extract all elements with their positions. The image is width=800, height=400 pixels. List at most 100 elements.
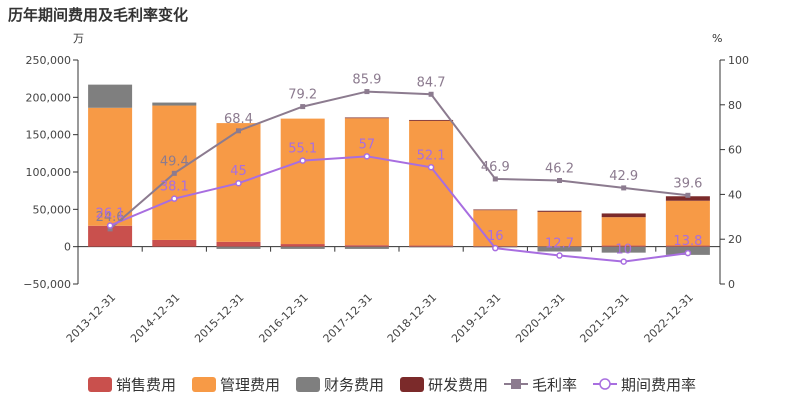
- data-label-series-1: 10: [615, 243, 632, 258]
- data-label-series-0: 39.6: [673, 176, 702, 191]
- data-label-series-0: 49.4: [160, 154, 189, 169]
- bar-segment-series-1: [537, 211, 582, 247]
- legend-swatch-bar-3: [400, 377, 424, 392]
- x-tick-label: 2022-12-31: [642, 291, 696, 345]
- bar-segment-series-3: [409, 119, 454, 121]
- bar-segment-series-1: [665, 200, 710, 246]
- x-tick-label: 2014-12-31: [128, 291, 182, 345]
- legend-label: 管理费用: [220, 376, 280, 394]
- right-tick-label: 20: [728, 233, 742, 246]
- bar-segment-series-1: [344, 118, 389, 246]
- data-label-series-0: 46.9: [481, 160, 510, 175]
- left-tick-label: 200,000: [26, 91, 72, 104]
- line-point-series-1: [171, 195, 178, 202]
- bar-segment-series-1: [88, 107, 133, 226]
- left-tick-label: 100,000: [26, 166, 72, 179]
- data-label-series-1: 13.8: [673, 234, 702, 249]
- line-point-series-0: [107, 226, 113, 232]
- legend-label: 销售费用: [116, 376, 176, 394]
- right-tick-label: 0: [728, 278, 735, 291]
- data-label-series-0: 84.7: [417, 75, 446, 90]
- bar-segment-series-0: [665, 245, 710, 247]
- data-label-series-1: 38.1: [160, 180, 189, 195]
- legend-marker-1: [599, 378, 611, 390]
- line-point-series-0: [621, 185, 627, 191]
- data-label-series-0: 42.9: [609, 169, 638, 184]
- legend: 销售费用 管理费用 财务费用 研发费用 毛利率 期间费用率: [88, 376, 696, 394]
- bar-segment-series-0: [152, 239, 197, 247]
- bar-segment-series-2: [344, 246, 389, 249]
- left-axis-unit: 万: [73, 32, 84, 45]
- legend-swatch-bar-2: [296, 377, 320, 392]
- right-tick-label: 40: [728, 188, 742, 201]
- right-tick-label: 100: [728, 54, 749, 67]
- bar-segment-series-2: [280, 246, 325, 249]
- legend-label: 期间费用率: [621, 376, 696, 394]
- bar-segment-series-3: [601, 213, 646, 218]
- bar-segment-series-0: [601, 245, 646, 247]
- right-axis-unit: %: [712, 32, 722, 45]
- line-point-series-1: [556, 252, 563, 259]
- line-point-series-0: [364, 89, 370, 95]
- x-tick-label: 2019-12-31: [449, 291, 503, 345]
- bar-segment-series-2: [409, 246, 454, 248]
- data-label-series-1: 12.7: [545, 237, 574, 252]
- left-tick-label: −50,000: [23, 278, 71, 291]
- bar-segment-series-3: [665, 196, 710, 201]
- bar-segment-series-1: [409, 120, 454, 246]
- line-point-series-1: [106, 222, 114, 229]
- x-tick-label: 2020-12-31: [513, 291, 567, 345]
- bar-segment-series-3: [344, 117, 389, 119]
- line-point-series-1: [684, 249, 692, 257]
- data-labels-group: 24.6 49.4 68.4 79.2 85.9 84.7 46.9 46.2 42.9 39.6…: [96, 73, 703, 258]
- bar-segment-series-3: [537, 210, 582, 212]
- x-tick-label: 2017-12-31: [321, 291, 375, 345]
- legend-label: 研发费用: [428, 376, 488, 394]
- data-label-series-1: 45: [230, 164, 247, 179]
- bar-segment-series-0: [409, 245, 454, 247]
- bar-segment-series-2: [152, 102, 197, 106]
- legend-label: 毛利率: [532, 376, 577, 394]
- data-label-series-0: 79.2: [288, 88, 317, 103]
- left-tick-label: 50,000: [33, 203, 72, 216]
- bar-segment-series-0: [344, 245, 389, 247]
- line-point-series-1: [620, 258, 627, 265]
- legend-swatch-bar-1: [192, 377, 216, 392]
- line-point-series-1: [363, 153, 371, 160]
- bar-segment-series-2: [537, 246, 582, 252]
- line-series-group: [106, 89, 692, 265]
- data-label-series-1: 55.1: [288, 142, 317, 157]
- chart-title: 历年期间费用及毛利率变化: [8, 6, 189, 24]
- data-label-series-0: 46.2: [545, 162, 574, 177]
- bar-segment-series-1: [601, 217, 646, 246]
- line-series-0: [109, 90, 689, 230]
- left-tick-label: 250,000: [26, 54, 72, 67]
- bar-segment-series-0: [216, 241, 261, 247]
- line-point-series-0: [557, 178, 562, 184]
- line-point-series-0: [428, 91, 434, 97]
- bar-segment-series-3: [473, 209, 518, 211]
- bar-segment-series-0: [537, 246, 582, 247]
- line-point-series-1: [427, 164, 435, 171]
- bar-segment-series-0: [88, 225, 133, 247]
- line-point-series-0: [685, 192, 691, 198]
- bar-segment-series-2: [88, 84, 133, 108]
- data-label-series-0: 68.4: [224, 112, 253, 127]
- x-tick-label: 2021-12-31: [577, 291, 631, 345]
- x-tick-label: 2015-12-31: [192, 291, 246, 345]
- line-point-series-0: [171, 170, 177, 176]
- bar-segment-series-1: [280, 118, 325, 245]
- bar-series-group: [88, 84, 710, 255]
- left-tick-label: 150,000: [26, 129, 72, 142]
- data-label-series-1: 57: [359, 137, 376, 152]
- legend-label: 财务费用: [324, 376, 384, 394]
- data-label-series-1: 52.1: [417, 148, 446, 163]
- line-point-series-0: [492, 176, 498, 182]
- line-point-series-0: [300, 104, 306, 110]
- line-point-series-1: [299, 157, 306, 164]
- bar-segment-series-2: [601, 246, 646, 253]
- right-tick-label: 80: [728, 99, 742, 112]
- line-point-series-1: [492, 244, 499, 252]
- data-label-series-0: 24.6: [96, 210, 125, 225]
